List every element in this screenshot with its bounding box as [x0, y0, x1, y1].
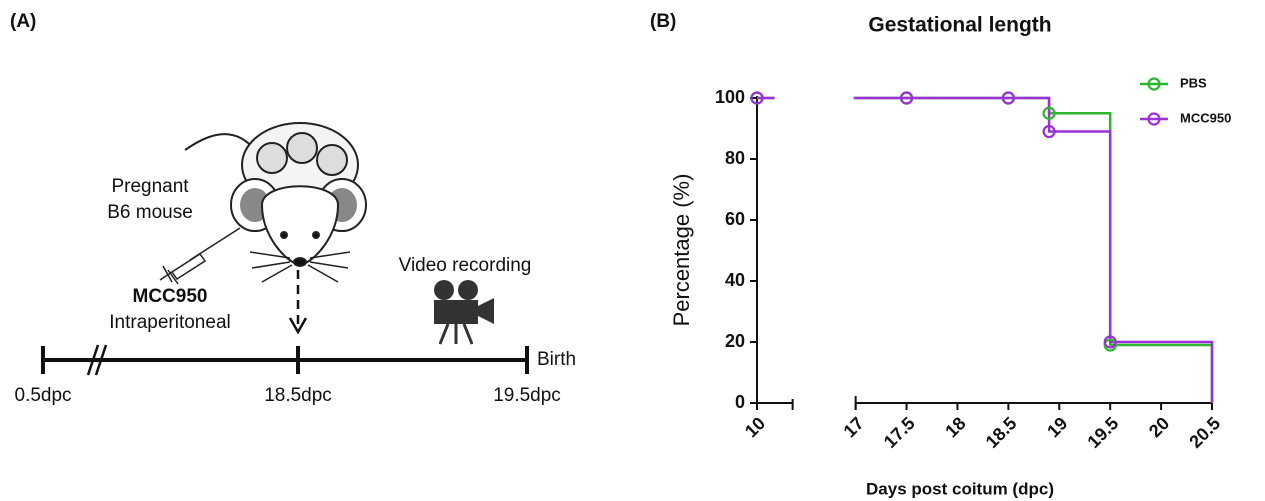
- timepoint-label: 18.5dpc: [264, 385, 332, 406]
- x-tick-label: 17: [840, 413, 868, 441]
- x-tick-label: 17.5: [880, 413, 919, 452]
- x-axis-label: Days post coitum (dpc): [866, 479, 1054, 498]
- drug-label: MCC950: [133, 286, 208, 307]
- legend-label: PBS: [1180, 75, 1207, 90]
- x-tick-label: 18.5: [982, 413, 1021, 452]
- x-tick-label: 10: [741, 413, 769, 441]
- y-tick-label: 60: [725, 209, 745, 229]
- timepoint-label: 19.5dpc: [493, 385, 561, 406]
- x-tick-label: 18: [941, 413, 969, 441]
- figure: (A) Pregnant B6 mouse MCC950 Intraperito…: [0, 0, 1265, 501]
- y-tick-label: 80: [725, 148, 745, 168]
- mouse-label: Pregnant: [111, 176, 189, 197]
- page: {"panel_a": {"label": "(A)", "mouse_labe…: [0, 0, 1265, 501]
- panel-label: (A): [10, 11, 36, 32]
- legend-label: MCC950: [1180, 110, 1231, 125]
- x-tick-label: 19: [1043, 413, 1071, 441]
- route-label: Intraperitoneal: [109, 312, 230, 333]
- mouse-label: B6 mouse: [107, 202, 193, 223]
- panel-label: (B): [650, 11, 676, 32]
- y-tick-label: 0: [735, 392, 745, 412]
- end-label: Birth: [537, 349, 576, 370]
- x-tick-label: 20.5: [1185, 413, 1224, 452]
- timepoint-label: 0.5dpc: [14, 385, 71, 406]
- camera-icon: [434, 280, 494, 344]
- y-tick-label: 40: [725, 270, 745, 290]
- chart-title: Gestational length: [868, 14, 1051, 37]
- y-tick-label: 100: [715, 87, 745, 107]
- x-tick-label: 20: [1145, 413, 1173, 441]
- y-tick-label: 20: [725, 331, 745, 351]
- y-axis-label: Percentage (%): [669, 174, 694, 327]
- axis-break-gap: [775, 88, 854, 399]
- recording-label: Video recording: [399, 255, 532, 276]
- x-tick-label: 19.5: [1083, 413, 1122, 452]
